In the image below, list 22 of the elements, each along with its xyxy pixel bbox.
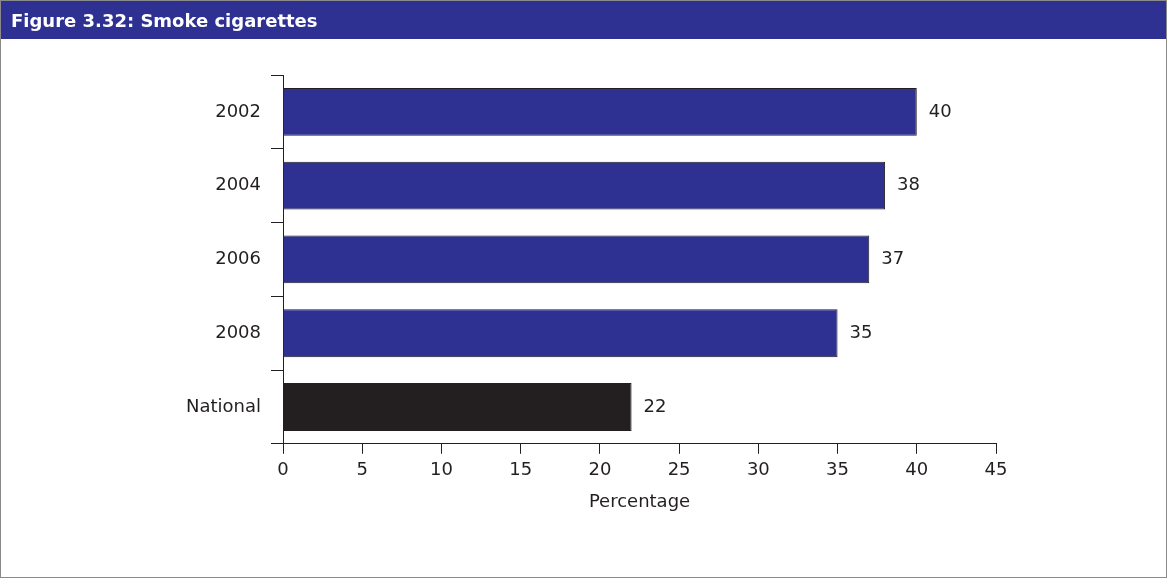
- x-tick-label: 45: [984, 458, 1008, 480]
- x-tick-label: 30: [746, 458, 770, 480]
- data-label: 40: [928, 99, 952, 121]
- y-tick-label: 2008: [215, 320, 261, 342]
- x-tick-label: 20: [588, 458, 612, 480]
- y-tick-label: 2004: [215, 173, 261, 195]
- data-label: 35: [849, 320, 873, 342]
- y-tick-label: National: [185, 394, 261, 416]
- data-label: 37: [881, 247, 905, 269]
- x-tick-label: 0: [277, 458, 289, 480]
- data-label: 22: [643, 394, 667, 416]
- x-axis-title: Percentage: [588, 489, 691, 511]
- x-tick-label: 15: [509, 458, 533, 480]
- x-tick-label: 10: [429, 458, 453, 480]
- x-tick-label: 35: [826, 458, 850, 480]
- data-label: 38: [897, 173, 920, 195]
- x-tick-label: 5: [356, 458, 368, 480]
- x-tick-label: 25: [667, 458, 691, 480]
- y-tick-label: 2006: [215, 247, 261, 269]
- y-tick-label: 2002: [215, 99, 261, 121]
- chart-title: Figure 3.32: Smoke cigarettes: [1, 1, 1166, 39]
- x-tick-label: 40: [905, 458, 929, 480]
